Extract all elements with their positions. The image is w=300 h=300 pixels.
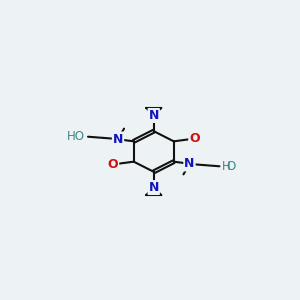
Text: O: O bbox=[108, 158, 118, 171]
Text: HO: HO bbox=[67, 130, 85, 143]
Text: O: O bbox=[189, 132, 200, 145]
Text: H: H bbox=[222, 160, 231, 173]
Text: N: N bbox=[148, 109, 159, 122]
Text: O: O bbox=[226, 160, 236, 173]
Text: N: N bbox=[113, 133, 123, 146]
Text: N: N bbox=[148, 181, 159, 194]
Text: N: N bbox=[184, 158, 195, 170]
